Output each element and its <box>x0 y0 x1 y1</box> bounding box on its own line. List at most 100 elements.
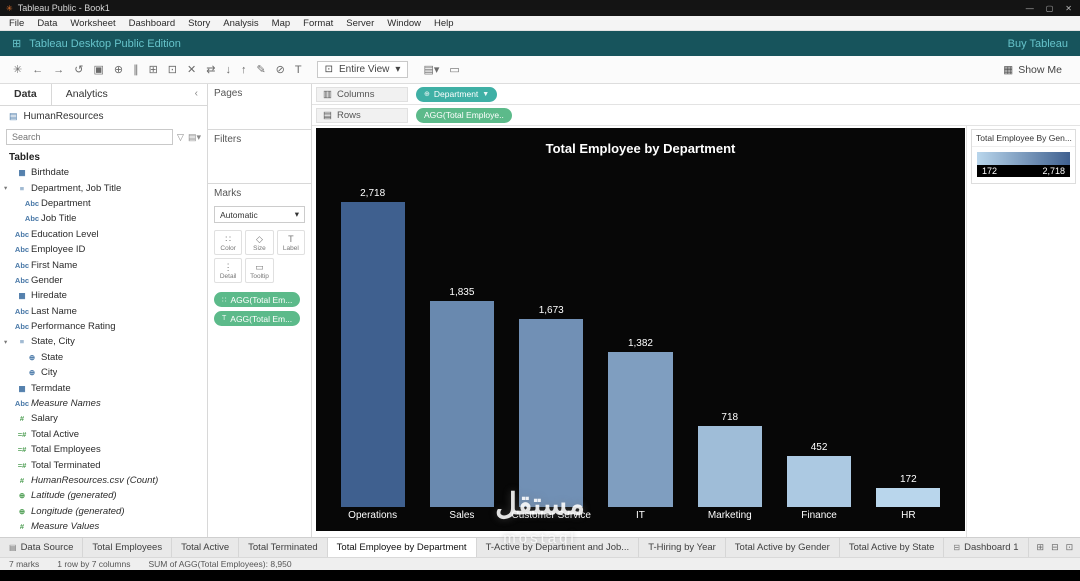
field-total-active[interactable]: =# Total Active <box>0 427 207 442</box>
field-hiredate[interactable]: ▦ Hiredate <box>0 288 207 303</box>
marks-tooltip-button[interactable]: ▭ Tooltip <box>245 258 274 283</box>
tab-data-source[interactable]: ▤ Data Source <box>0 538 84 557</box>
view-options-icon[interactable]: ▤▾ <box>187 131 201 142</box>
maximize-button[interactable]: ▢ <box>1045 3 1054 13</box>
redo-icon[interactable]: → <box>53 63 65 76</box>
fit-selector[interactable]: ⊡ Entire View ▾ <box>316 61 409 78</box>
filter-fields-icon[interactable]: ▽ <box>177 131 184 142</box>
field-longitude-generated[interactable]: ⊕ Longitude (generated) <box>0 504 207 519</box>
marks-label-button[interactable]: T Label <box>276 230 305 255</box>
field-department[interactable]: Abc Department <box>0 196 207 211</box>
field-city[interactable]: ⊕ City <box>0 365 207 380</box>
tab-t-active-by-department-and-job[interactable]: T-Active by Department and Job... <box>477 538 640 557</box>
field-employee-id[interactable]: Abc Employee ID <box>0 242 207 257</box>
field-job-title[interactable]: Abc Job Title <box>0 211 207 226</box>
new-story-tab-icon[interactable]: ⊡ <box>1065 542 1074 552</box>
menu-data[interactable]: Data <box>37 17 58 29</box>
replay-icon[interactable]: ↺ <box>74 64 84 76</box>
tableau-logo-icon[interactable]: ✳ <box>13 64 23 76</box>
bar-operations[interactable] <box>340 201 405 507</box>
highlight-icon[interactable]: ✎ <box>256 64 266 76</box>
duplicate-icon[interactable]: ⊡ <box>167 64 177 76</box>
new-worksheet-tab-icon[interactable]: ⊞ <box>1036 542 1045 552</box>
pill-department[interactable]: ⊕ Department ▼ <box>416 86 498 102</box>
rows-shelf[interactable]: ▤ Rows AGG(Total Employe.. <box>312 105 1080 126</box>
datasource-row[interactable]: ▤ HumanResources <box>0 106 207 126</box>
field-education-level[interactable]: Abc Education Level <box>0 227 207 242</box>
bar-it[interactable] <box>608 351 673 507</box>
swap-axes-icon[interactable]: ⇄ <box>206 64 216 76</box>
menu-help[interactable]: Help <box>434 17 454 29</box>
pill-agg-total-em[interactable]: T AGG(Total Em... <box>214 311 300 326</box>
tab-total-active-by-state[interactable]: Total Active by State <box>840 538 945 557</box>
group-members-icon[interactable]: ⊘ <box>275 64 285 76</box>
undo-icon[interactable]: ← <box>32 63 44 76</box>
filters-card[interactable]: Filters <box>208 130 311 184</box>
marks-color-button[interactable]: ∷ Color <box>214 230 243 255</box>
mark-type-selector[interactable]: Automatic ▾ <box>214 206 305 223</box>
show-cards-icon[interactable]: ▤▾ <box>423 64 440 76</box>
bar-sales[interactable] <box>429 300 495 507</box>
field-birthdate[interactable]: ▦ Birthdate <box>0 165 207 180</box>
pill-agg-total-employe[interactable]: AGG(Total Employe.. <box>416 107 512 123</box>
tab-total-active-by-gender[interactable]: Total Active by Gender <box>726 538 840 557</box>
menu-story[interactable]: Story <box>188 17 211 29</box>
field-state-city[interactable]: ▾ ≡ State, City <box>0 334 207 349</box>
new-datasource-icon[interactable]: ⊕ <box>113 64 124 76</box>
menu-analysis[interactable]: Analysis <box>223 17 259 29</box>
pause-updates-icon[interactable]: ∥ <box>133 64 139 76</box>
collapse-pane-icon[interactable]: ‹ <box>194 88 198 99</box>
tab-total-employees[interactable]: Total Employees <box>83 538 173 557</box>
expander-icon[interactable]: ▾ <box>4 185 8 193</box>
tab-t-hiring-by-year[interactable]: T-Hiring by Year <box>639 538 726 557</box>
field-salary[interactable]: # Salary <box>0 411 207 426</box>
tab-total-terminated[interactable]: Total Terminated <box>239 538 328 557</box>
field-first-name[interactable]: Abc First Name <box>0 257 207 272</box>
menu-map[interactable]: Map <box>271 17 291 29</box>
field-humanresources-csv-count[interactable]: # HumanResources.csv (Count) <box>0 473 207 488</box>
tab-total-active[interactable]: Total Active <box>172 538 240 557</box>
menu-worksheet[interactable]: Worksheet <box>70 17 116 29</box>
tab-dashboard-1[interactable]: ⊟ Dashboard 1 <box>944 538 1029 557</box>
pill-agg-total-em[interactable]: ∷ AGG(Total Em... <box>214 292 300 307</box>
search-input[interactable] <box>6 129 174 145</box>
menu-format[interactable]: Format <box>303 17 334 29</box>
clear-sheet-icon[interactable]: ✕ <box>187 64 197 76</box>
minimize-button[interactable]: — <box>1025 3 1034 13</box>
field-total-terminated[interactable]: =# Total Terminated <box>0 457 207 472</box>
marks-detail-button[interactable]: ⋮ Detail <box>214 258 243 283</box>
field-department-job-title[interactable]: ▾ ≡ Department, Job Title <box>0 180 207 195</box>
field-measure-values[interactable]: # Measure Values <box>0 519 207 534</box>
bar-customer-service[interactable] <box>519 319 584 507</box>
pages-card[interactable]: Pages <box>208 84 311 130</box>
close-button[interactable]: ✕ <box>1065 3 1072 13</box>
tab-data[interactable]: Data <box>0 84 52 105</box>
show-labels-icon[interactable]: T <box>294 63 302 76</box>
field-performance-rating[interactable]: Abc Performance Rating <box>0 319 207 334</box>
expander-icon[interactable]: ▾ <box>4 338 8 346</box>
columns-shelf[interactable]: ▥ Columns ⊕ Department ▼ <box>312 84 1080 105</box>
field-termdate[interactable]: ▦ Termdate <box>0 380 207 395</box>
bar-finance[interactable] <box>786 456 852 507</box>
field-state[interactable]: ⊕ State <box>0 350 207 365</box>
color-legend[interactable]: Total Employee By Gen... 172 2,718 <box>971 129 1076 184</box>
tab-analytics[interactable]: Analytics <box>65 88 108 100</box>
field-total-employees[interactable]: =# Total Employees <box>0 442 207 457</box>
sort-descending-icon[interactable]: ↑ <box>240 63 247 76</box>
field-gender[interactable]: Abc Gender <box>0 273 207 288</box>
show-me-button[interactable]: ▦ Show Me <box>993 62 1072 78</box>
menu-server[interactable]: Server <box>346 17 375 29</box>
menu-window[interactable]: Window <box>387 17 422 29</box>
marks-size-button[interactable]: ◇ Size <box>245 230 274 255</box>
bar-marketing[interactable] <box>697 426 762 507</box>
new-dashboard-tab-icon[interactable]: ⊟ <box>1051 542 1059 552</box>
menu-dashboard[interactable]: Dashboard <box>128 17 176 29</box>
sort-ascending-icon[interactable]: ↓ <box>225 63 231 76</box>
menu-file[interactable]: File <box>9 17 25 29</box>
bar-hr[interactable] <box>876 487 941 507</box>
field-last-name[interactable]: Abc Last Name <box>0 304 207 319</box>
tab-total-employee-by-department[interactable]: Total Employee by Department <box>327 538 477 557</box>
new-worksheet-icon[interactable]: ⊞ <box>148 64 158 76</box>
presentation-mode-icon[interactable]: ▭ <box>449 64 460 76</box>
buy-tableau-link[interactable]: Buy Tableau <box>1007 37 1068 50</box>
